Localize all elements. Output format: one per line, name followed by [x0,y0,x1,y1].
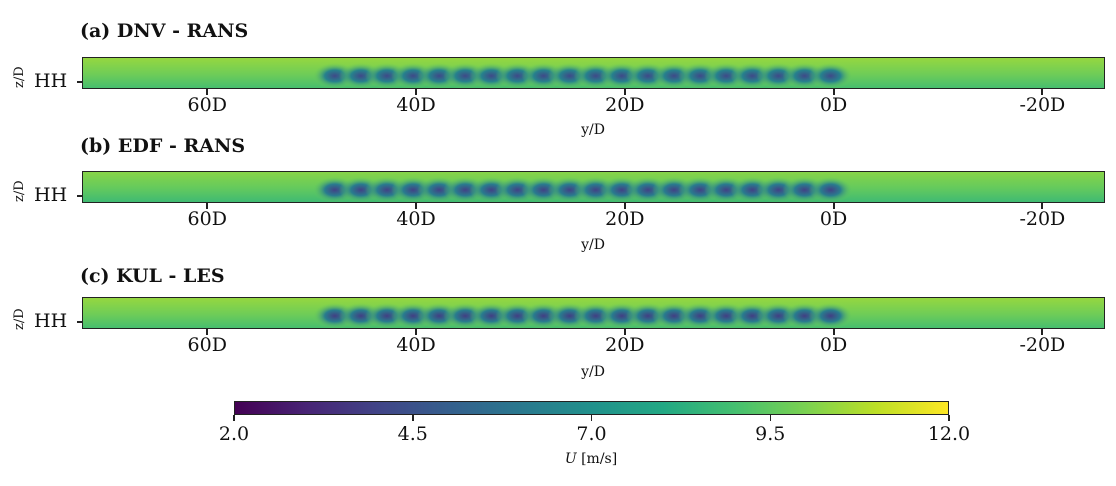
x-axis-label: y/D [581,122,605,138]
x-tick [1041,203,1044,209]
turbine-wake [808,176,853,202]
y-axis-label: z/D [12,308,27,330]
x-tick [832,89,835,95]
x-tick-label: 20D [605,208,645,230]
colorbar-tick-label: 7.0 [576,423,607,445]
y-tick-label-hh: HH [34,310,68,332]
y-tick [77,321,82,323]
colorbar-tick [948,415,950,421]
x-tick-label: 60D [187,208,227,230]
colorbar [234,401,949,415]
x-tick [623,329,626,335]
turbine-wake [808,62,853,88]
colorbar-tick [590,415,593,421]
x-tick-label: 0D [819,94,848,116]
x-tick-label: -20D [1019,208,1066,230]
x-tick-label: 40D [396,334,436,356]
colorbar-tick-label: 12.0 [927,423,971,445]
panel-title: (b) EDF - RANS [80,135,246,157]
x-tick-label: 40D [396,208,436,230]
x-tick [623,203,626,209]
colorbar-tick-label: 4.5 [397,423,428,445]
velocity-field-a [82,57,1105,89]
panel-title: (c) KUL - LES [80,265,225,287]
x-tick [832,329,835,335]
x-tick [206,329,209,335]
x-tick [415,203,418,209]
x-tick-label: 60D [187,94,227,116]
x-tick-label: 20D [605,94,645,116]
turbine-wake [808,302,853,328]
x-tick [832,203,835,209]
colorbar-label: U [m/s] [565,451,617,467]
x-tick-label: 20D [605,334,645,356]
x-tick [206,203,209,209]
colorbar-tick-label: 2.0 [218,423,250,445]
colorbar-tick [233,415,235,421]
x-axis-label: y/D [581,364,605,380]
velocity-field-b [82,171,1105,203]
x-tick [1041,329,1044,335]
panel-title: (a) DNV - RANS [80,20,249,42]
x-tick [1041,89,1044,95]
velocity-field-c [82,297,1105,329]
x-tick [415,89,418,95]
x-tick-label: 40D [396,94,436,116]
x-tick [415,329,418,335]
y-tick-label-hh: HH [34,70,68,92]
x-tick-label: -20D [1019,94,1066,116]
x-tick [623,89,626,95]
colorbar-tick-label: 9.5 [755,423,786,445]
colorbar-label-symbol: U [564,451,577,467]
x-tick-label: -20D [1019,334,1066,356]
colorbar-label-unit: [m/s] [576,451,618,467]
y-tick-label-hh: HH [34,184,68,206]
y-tick [77,195,82,197]
y-tick [77,81,82,83]
x-tick-label: 60D [187,334,227,356]
colorbar-tick [412,415,414,421]
x-tick [206,89,209,95]
x-tick-label: 0D [819,208,848,230]
colorbar-tick [769,415,771,421]
x-tick-label: 0D [819,334,848,356]
x-axis-label: y/D [581,237,605,253]
